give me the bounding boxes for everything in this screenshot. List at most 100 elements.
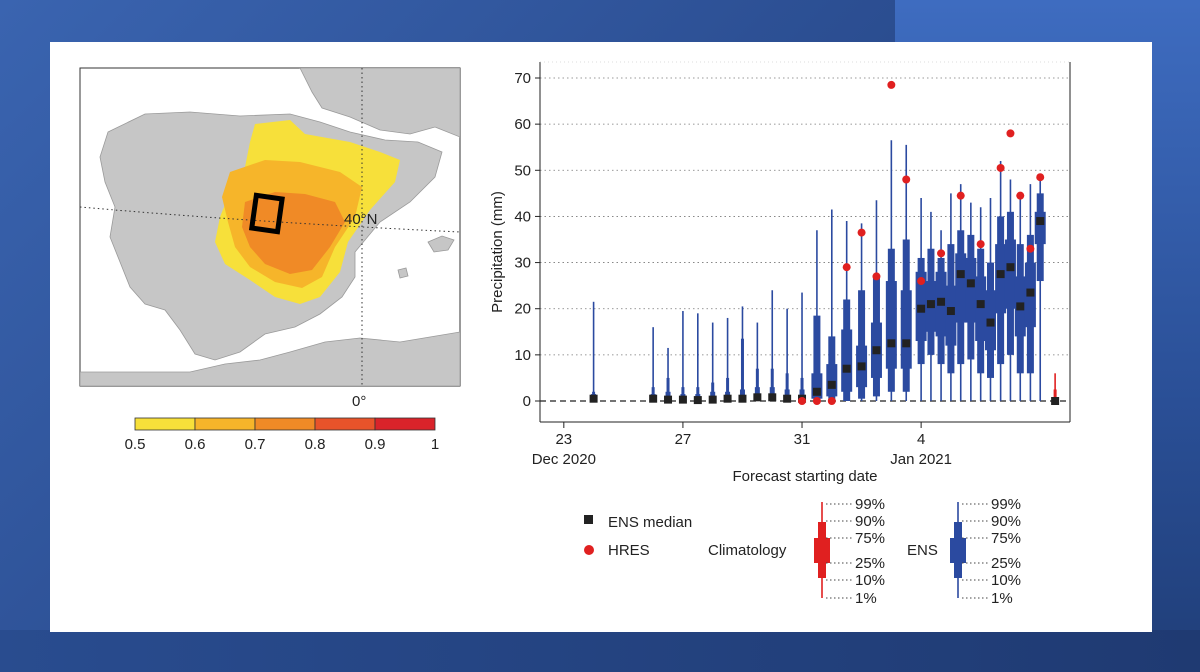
legend-hres-marker (584, 545, 594, 555)
land-ibiza (397, 267, 409, 279)
colorbar-tick-label: 0.8 (305, 436, 326, 453)
box-p10-p90 (740, 338, 744, 401)
y-tick-label: 70 (514, 70, 531, 87)
y-tick-label: 10 (514, 347, 531, 364)
colorbar-segment (314, 417, 376, 431)
ens-median-marker (783, 394, 792, 403)
colorbar: 0.5 0.6 0.7 0.8 0.9 1 (125, 417, 439, 453)
y-tick-label: 0 (523, 393, 531, 410)
ens-median-marker (966, 279, 975, 288)
box-p10-p90 (755, 368, 759, 401)
ens-median-marker (1026, 288, 1035, 297)
y-tick-label: 60 (514, 116, 531, 133)
box-p25-p75 (965, 257, 977, 323)
legend-median-label: ENS median (608, 514, 692, 531)
legend-percentile-label: 1% (991, 590, 1013, 607)
ens-median-marker (723, 394, 732, 403)
x-ticks: 23 Dec 2020 27 31 4 Jan 2021 (532, 422, 952, 468)
legend-clim-box: 99%90%75% 25%10%1% (814, 496, 885, 607)
colorbar-tick-label: 0.9 (365, 436, 386, 453)
box-p25-p75 (1004, 239, 1016, 309)
legend-percentile-label: 75% (855, 530, 885, 547)
y-axis-label: Precipitation (mm) (489, 191, 506, 313)
x-tick-label: 31 (794, 431, 811, 448)
legend-percentile-label: 1% (855, 590, 877, 607)
colorbar-segment (134, 417, 196, 431)
ens-median-marker (976, 300, 985, 309)
legend-clim-label: Climatology (708, 542, 787, 559)
x-tick-sublabel: Dec 2020 (532, 451, 596, 468)
ens-median-marker (902, 339, 911, 348)
y-tick-label: 20 (514, 301, 531, 318)
box-p10-p90 (666, 377, 670, 401)
box-p10-p90 (813, 315, 821, 401)
box-p25-p75 (995, 244, 1007, 314)
colorbar-tick-label: 1 (431, 436, 439, 453)
ens-median-marker (708, 395, 717, 404)
box-p25-p75 (826, 364, 838, 397)
hres-point (937, 249, 946, 258)
ens-median-marker (872, 346, 881, 355)
background-strip (0, 630, 1200, 672)
legend-percentile-label: 75% (991, 530, 1021, 547)
box-p25-p75 (955, 253, 967, 323)
hres-point (857, 228, 866, 237)
ens-boxes (589, 140, 1046, 405)
lon-label: 0° (352, 393, 366, 410)
box-p25-p75 (1034, 211, 1046, 245)
legend-p25-p75 (814, 538, 830, 563)
study-region-box (248, 192, 285, 235)
box-p25-p75 (900, 290, 912, 369)
climatology-box (1051, 373, 1060, 405)
ens-median-marker (649, 394, 658, 403)
box-p10-p90 (770, 368, 774, 401)
legend-percentile-label: 99% (855, 496, 885, 513)
land-africa (80, 331, 460, 386)
box-p25-p75 (841, 329, 853, 392)
ens-median-marker (827, 380, 836, 389)
legend-percentile-label: 99% (991, 496, 1021, 513)
legend: ENS median HRES Climatology ENS 99%90%75… (584, 496, 1021, 607)
legend-ens-box: 99%90%75% 25%10%1% (950, 496, 1021, 607)
colorbar-segment (374, 417, 436, 431)
ens-median-marker (1006, 263, 1015, 272)
ens-median-marker (887, 339, 896, 348)
map-panel: 40°N 0° 0.5 0.6 0.7 0.8 0.9 1 (79, 67, 461, 453)
colorbar-tick-label: 0.7 (245, 436, 266, 453)
y-tick-label: 30 (514, 255, 531, 272)
x-axis-label: Forecast starting date (732, 468, 877, 485)
ens-median-marker (664, 395, 673, 404)
box-p25-p75 (885, 281, 897, 369)
box-p10-p90 (726, 377, 730, 401)
hres-point (1026, 244, 1035, 253)
clim-median-marker (1051, 397, 1060, 405)
hres-point (996, 163, 1005, 172)
legend-p25-p75 (950, 538, 966, 563)
ens-median-marker (1016, 302, 1025, 311)
ens-median-marker (956, 270, 965, 279)
x-tick-label: 23 (555, 431, 572, 448)
legend-ens-label: ENS (907, 542, 938, 559)
hres-points (798, 80, 1045, 405)
legend-percentile-label: 25% (991, 555, 1021, 572)
hres-point (1006, 129, 1015, 138)
ens-median-marker (753, 393, 762, 402)
hres-point (917, 277, 926, 286)
ens-median-marker (857, 362, 866, 371)
ens-median-marker (842, 364, 851, 373)
x-tick-label: 27 (675, 431, 692, 448)
figure-card: 40°N 0° 0.5 0.6 0.7 0.8 0.9 1 0 10 20 30 40 50 60 70… (50, 42, 1152, 632)
land-france (299, 68, 460, 138)
y-tick-label: 40 (514, 208, 531, 225)
legend-percentile-label: 90% (991, 513, 1021, 530)
hres-point (956, 191, 965, 200)
legend-median-marker (584, 515, 593, 524)
hres-point (842, 263, 851, 272)
hres-point (827, 397, 836, 405)
lat-label: 40°N (344, 211, 378, 228)
legend-percentile-label: 10% (855, 572, 885, 589)
ens-median-marker (589, 394, 598, 403)
colorbar-tick-label: 0.6 (185, 436, 206, 453)
ens-median-marker (986, 318, 995, 327)
